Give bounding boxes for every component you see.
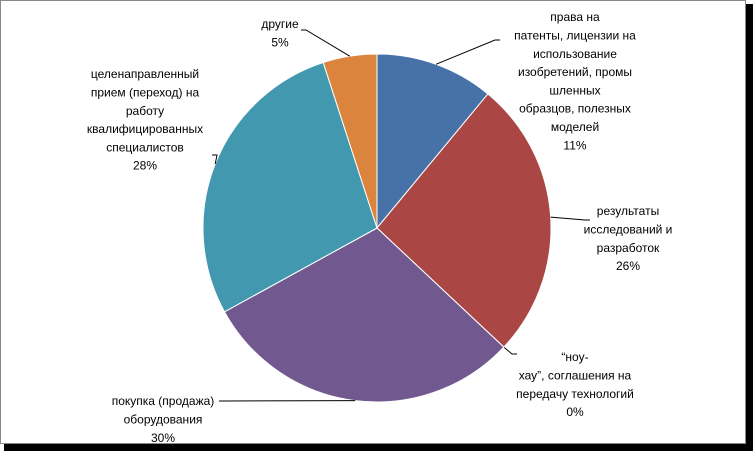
- slice-label: результаты: [597, 204, 659, 218]
- slice-label: образцов, полезных: [519, 102, 631, 116]
- pie-slice: [322, 53, 378, 229]
- value-label: 0%: [566, 405, 584, 419]
- leader-line: [503, 346, 517, 355]
- slice-label: другие: [261, 17, 299, 31]
- leader-line: [435, 39, 500, 65]
- slice-label: “ноу-: [561, 350, 588, 364]
- value-label: 30%: [151, 431, 175, 445]
- leader-line: [301, 29, 351, 57]
- slice-label: передачу технологий: [516, 387, 634, 401]
- slice-label: исследований и: [584, 222, 673, 236]
- slice-label: изобретений, промы: [518, 65, 632, 79]
- pie-slice: [223, 227, 505, 403]
- value-label: 26%: [616, 259, 640, 273]
- value-label: 11%: [563, 138, 586, 152]
- pie-slice: [376, 53, 489, 230]
- slice-label: оборудования: [124, 412, 203, 426]
- pie-slice: [202, 61, 378, 313]
- slice-label: использование: [533, 47, 617, 61]
- slice-label: моделей: [551, 120, 599, 134]
- slice-label: патенты, лицензии на: [514, 28, 636, 42]
- value-label: 5%: [271, 35, 289, 49]
- slice-label: шленных: [549, 83, 600, 97]
- slice-label: специалистов: [106, 140, 184, 154]
- leader-line: [212, 154, 218, 165]
- slice-label: квалифицированных: [87, 122, 203, 136]
- slice-label: работу: [126, 104, 164, 118]
- slice-label: покупка (продажа): [112, 394, 215, 408]
- slice-label: хау”, соглашения на: [519, 368, 632, 382]
- slice-label: прием (переход) на: [91, 85, 200, 99]
- slice-label: разработок: [597, 241, 660, 255]
- value-label: 28%: [133, 159, 157, 173]
- leader-line: [550, 216, 590, 221]
- slice-label: целенаправленный: [91, 67, 199, 81]
- slice-label: права на: [550, 10, 600, 24]
